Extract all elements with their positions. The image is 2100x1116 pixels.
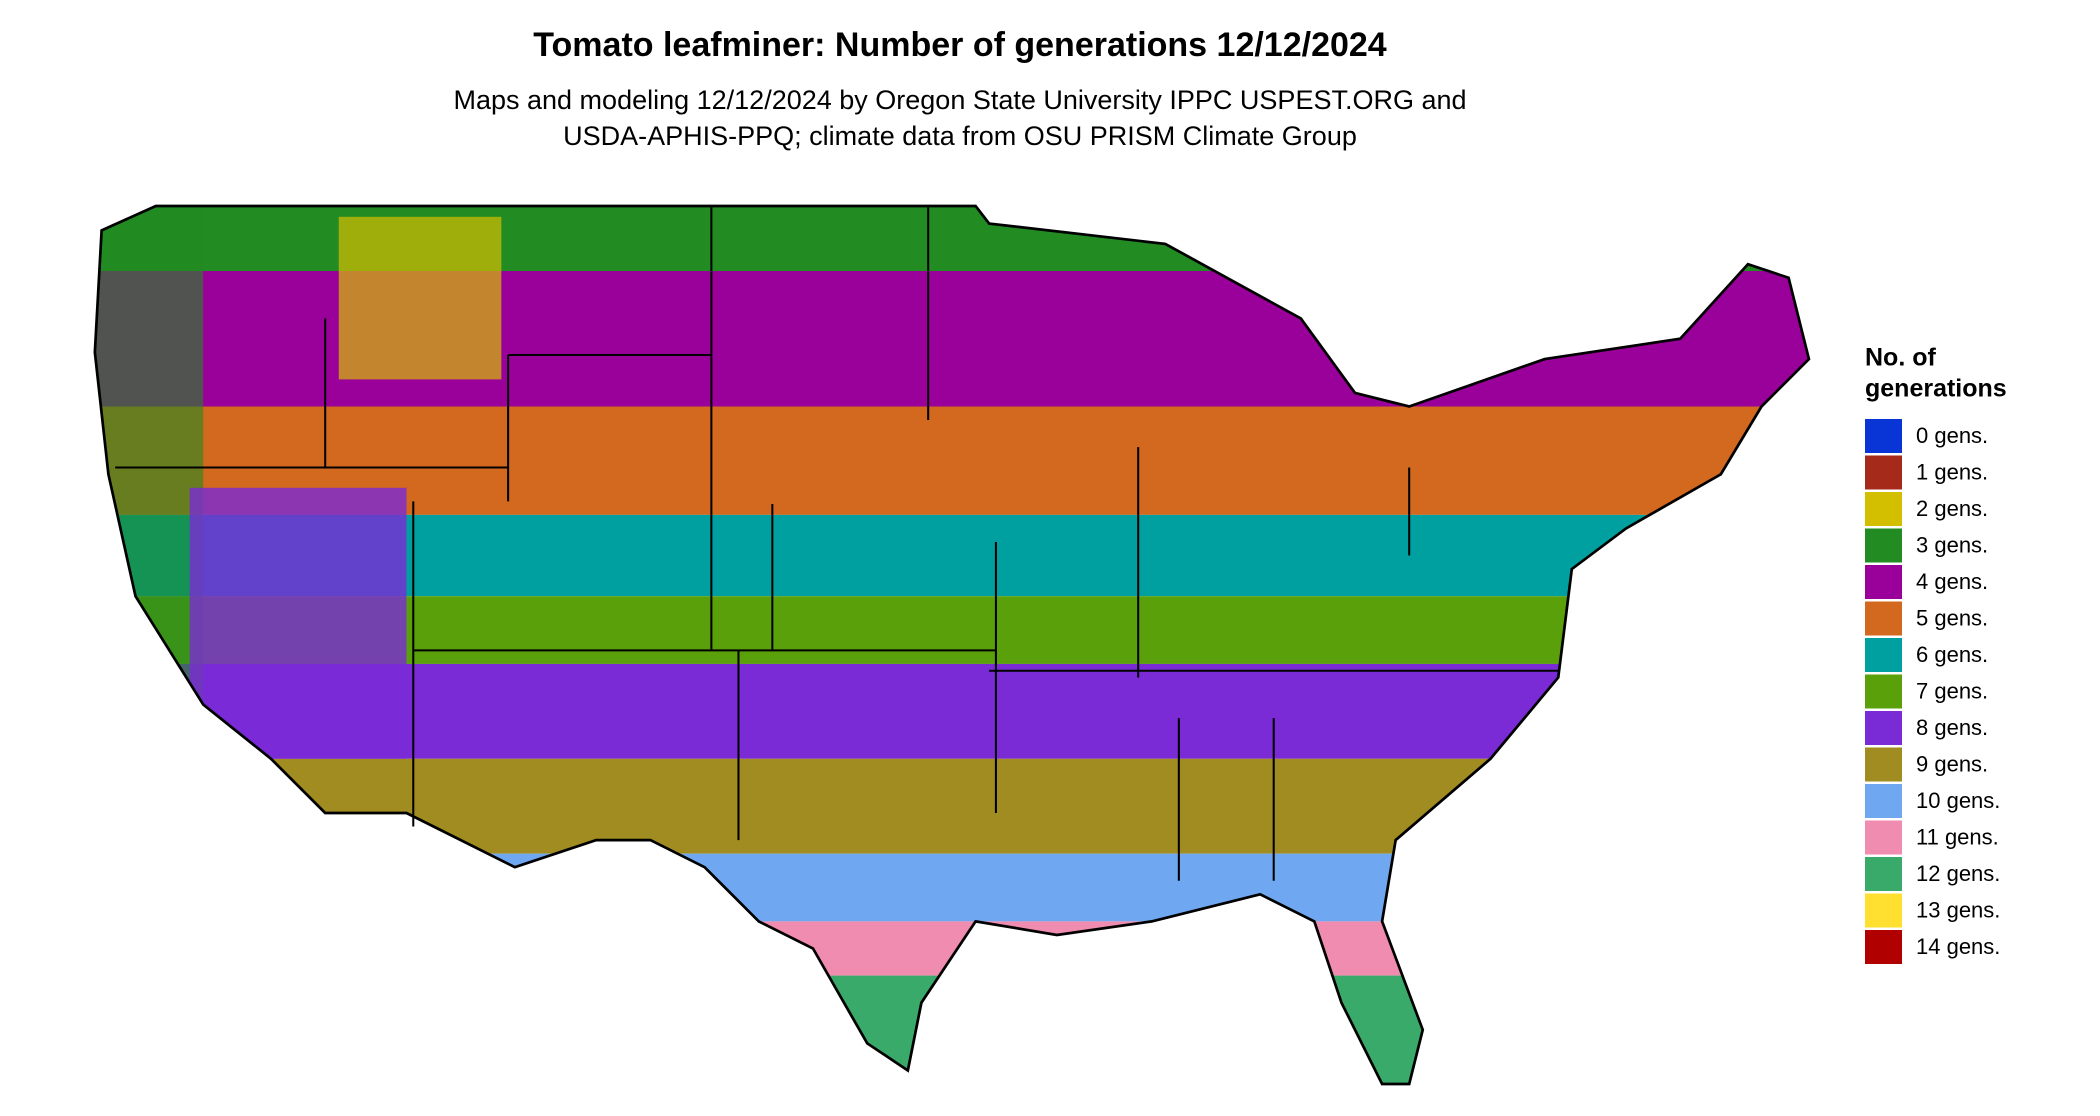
legend-title: generations [1865, 375, 2007, 403]
legend-label: 9 gens. [1916, 751, 1988, 776]
legend-label: 0 gens. [1916, 423, 1988, 448]
map-region [94, 975, 1809, 1085]
legend-label: 3 gens. [1916, 532, 1988, 557]
legend-label: 2 gens. [1916, 496, 1988, 521]
legend-swatch [1865, 857, 1902, 891]
legend-label: 14 gens. [1916, 934, 2000, 959]
us-outline [93, 204, 1811, 1086]
legend-swatch [1865, 711, 1902, 745]
legend-title: No. of [1865, 344, 1936, 372]
legend-label: 8 gens. [1916, 715, 1988, 740]
map-region [338, 216, 502, 380]
legend-swatch [1865, 455, 1902, 490]
legend-label: 11 gens. [1916, 824, 1999, 849]
legend-swatch [1865, 601, 1902, 636]
legend-swatch [1865, 747, 1902, 782]
legend: 0 gens. 1 gens. 2 gens. 3 gens. 4 gens. 5 gen… [1865, 419, 2000, 964]
state-borders [115, 205, 1559, 881]
map-title: Tomato leafminer: Number of generations … [533, 26, 1386, 64]
legend-label: 6 gens. [1916, 642, 1988, 667]
legend-label: 12 gens. [1916, 861, 2000, 886]
map-region [1355, 989, 1437, 1085]
subtitle: Maps and modeling 12/12/2024 by Oregon S… [453, 85, 1466, 115]
map-region [94, 758, 1809, 854]
legend-label: 5 gens. [1916, 605, 1988, 630]
legend-swatch [1865, 528, 1902, 563]
map-region [189, 487, 407, 759]
map-region [94, 853, 1809, 922]
legend-swatch [1865, 893, 1902, 928]
legend-swatch [1865, 565, 1902, 599]
legend-label: 4 gens. [1916, 569, 1988, 594]
legend-label: 1 gens. [1916, 459, 1988, 484]
legend-swatch [1865, 930, 1902, 964]
map-region [94, 205, 204, 1085]
subtitle: USDA-APHIS-PPQ; climate data from OSU PR… [563, 121, 1357, 151]
legend-swatch [1865, 674, 1902, 709]
legend-swatch [1865, 784, 1902, 818]
legend-label: 7 gens. [1916, 678, 1988, 703]
legend-swatch [1865, 638, 1902, 672]
legend-label: 13 gens. [1916, 897, 2000, 922]
map-region [94, 921, 1809, 976]
legend-swatch [1865, 820, 1902, 855]
legend-swatch [1865, 492, 1902, 526]
legend-swatch [1865, 419, 1902, 453]
legend-label: 10 gens. [1916, 788, 2000, 813]
us-map [93, 204, 1811, 1086]
